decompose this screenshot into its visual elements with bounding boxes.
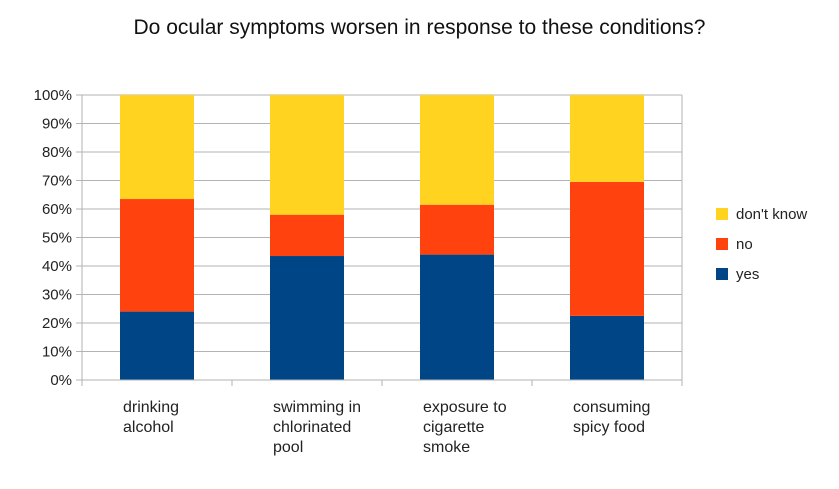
y-tick-label: 60%: [42, 201, 72, 218]
y-tick-label: 30%: [42, 287, 72, 304]
legend-label: yes: [736, 266, 759, 283]
legend-swatch: [716, 238, 728, 250]
bar-segment-don-t-know: [270, 95, 344, 215]
bar-segment-no: [570, 181, 644, 316]
chart-title: Do ocular symptoms worsen in response to…: [133, 16, 706, 39]
y-tick-label: 50%: [42, 230, 72, 247]
bar-segment-yes: [270, 256, 344, 380]
y-tick-label: 90%: [42, 116, 72, 133]
legend-label: no: [736, 236, 753, 253]
bar-segment-no: [270, 214, 344, 257]
y-tick-label: 0%: [50, 372, 72, 389]
x-tick-label: consuming spicy food: [573, 399, 650, 436]
bar-segment-no: [420, 204, 494, 255]
bar-segment-yes: [570, 315, 644, 380]
x-tick-label: exposure to cigarette smoke: [423, 399, 507, 456]
legend-label: don't know: [736, 206, 807, 223]
y-tick-label: 10%: [42, 344, 72, 361]
x-tick-label: swimming in chlorinated pool: [273, 399, 361, 456]
legend-swatch: [716, 268, 728, 280]
bar-segment-yes: [120, 311, 194, 380]
bar-segment-no: [120, 199, 194, 312]
y-tick-label: 40%: [42, 258, 72, 275]
legend: don't know no yes: [716, 206, 807, 283]
legend-swatch: [716, 208, 728, 220]
y-tick-label: 100%: [34, 87, 72, 104]
bar-segment-don-t-know: [570, 95, 644, 182]
x-tick-label: drinking alcohol: [123, 399, 179, 436]
bar-segment-don-t-know: [120, 95, 194, 200]
y-tick-label: 70%: [42, 173, 72, 190]
bar-segment-yes: [420, 254, 494, 380]
tick-labels: 0% 10% 20% 30% 40% 50% 60% 70% 80% 90% 100% drinkin…: [34, 87, 651, 456]
bar-segment-don-t-know: [420, 95, 494, 205]
axes: [76, 94, 683, 386]
y-tick-label: 20%: [42, 315, 72, 332]
bars: [120, 95, 644, 380]
y-tick-label: 80%: [42, 144, 72, 161]
